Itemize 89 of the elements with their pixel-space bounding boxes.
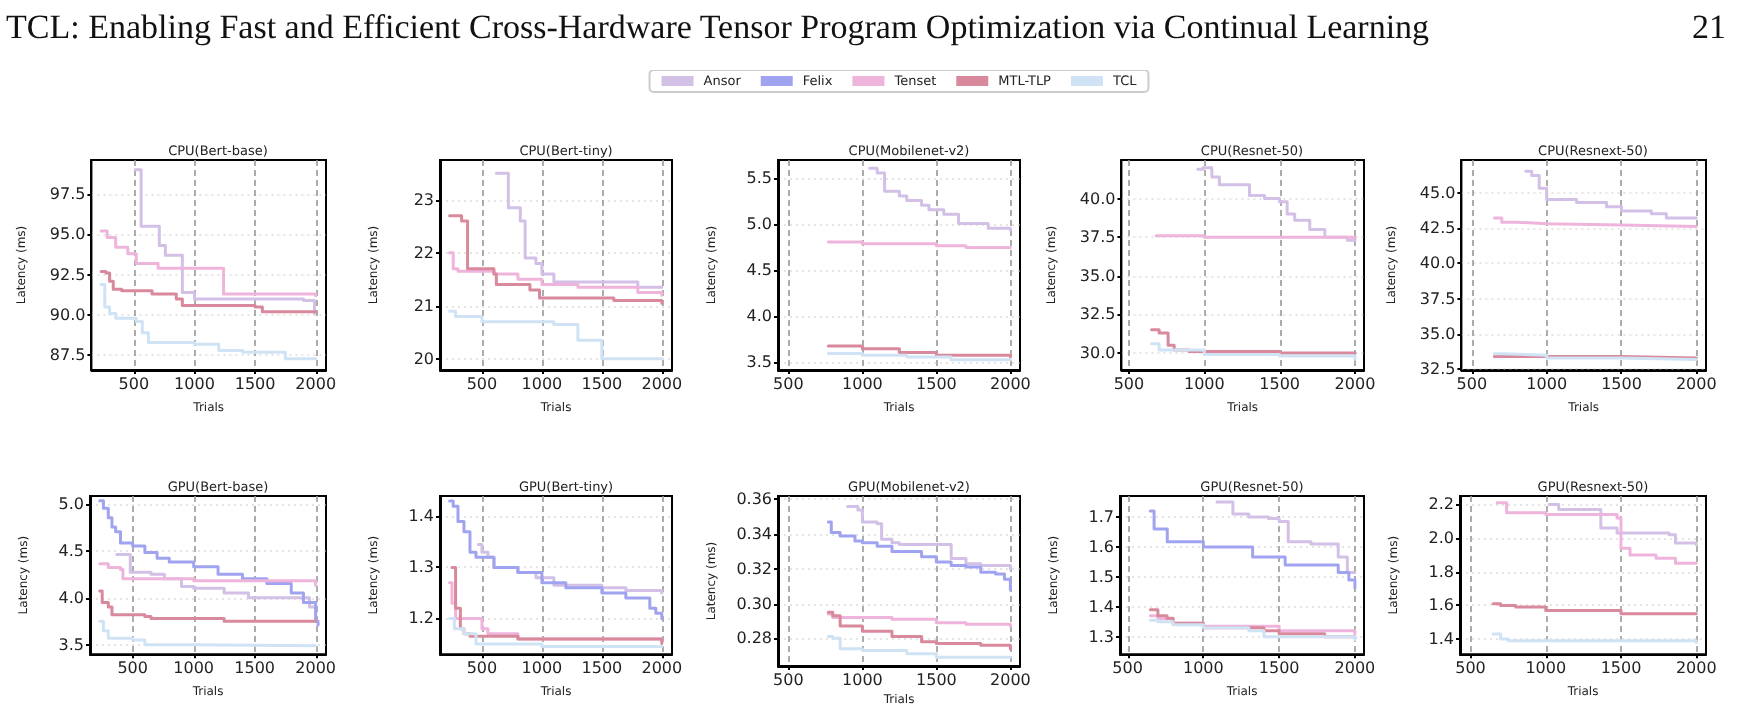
text: TCL: Enabling Fast and Efficient Cross-Hardware Tensor Program Optimization via Continual Learning: [6, 8, 1430, 48]
x-tick-label: 2000: [1675, 659, 1717, 678]
y-tick-label: 1.7: [1088, 507, 1114, 526]
x-tick-label: 1500: [916, 671, 957, 689]
y-tick-label: 90.0: [49, 306, 86, 325]
y-tick-label: 35.0: [1419, 324, 1456, 343]
x-tick-label: 500: [117, 659, 148, 678]
y-tick-label: 40.0: [1079, 189, 1116, 208]
y-tick-label: 4.5: [58, 541, 84, 560]
y-tick-label: 22: [413, 243, 434, 262]
x-tick-label: 500: [1113, 375, 1145, 393]
y-tick-label: 30.0: [1079, 344, 1116, 363]
x-tick-label: 500: [1455, 659, 1486, 678]
y-tick-label: 20: [413, 349, 434, 368]
x-tick-label: 500: [466, 375, 498, 393]
y-tick-label: 37.5: [1419, 289, 1456, 308]
x-tick-label: 1500: [916, 375, 957, 393]
x-tick-label: 2000: [295, 375, 337, 393]
y-tick-label: 0.34: [736, 525, 772, 544]
x-tick-label: 1500: [1600, 659, 1642, 678]
y-tick-label: 35.0: [1079, 266, 1116, 285]
y-tick-label: 1.6: [1428, 596, 1454, 615]
y-tick-label: 42.5: [1419, 218, 1456, 237]
y-tick-label: 37.5: [1079, 228, 1116, 247]
y-tick-label: 5.0: [58, 494, 84, 513]
y-tick-label: 32.5: [1419, 360, 1456, 379]
x-tick-label: 1000: [174, 375, 215, 393]
y-tick-label: 1.3: [408, 558, 434, 577]
x-tick-label: 500: [1456, 375, 1488, 393]
x-tick-label: 500: [1112, 659, 1143, 678]
y-tick-label: 2.0: [1428, 529, 1454, 548]
x-tick-label: 1500: [581, 375, 623, 393]
x-tick-label: 500: [773, 375, 804, 393]
text: 21: [1692, 8, 1726, 48]
y-tick-label: 95.0: [49, 225, 86, 244]
y-tick-label: 40.0: [1419, 254, 1456, 273]
y-tick-label: 5.0: [746, 214, 772, 233]
y-tick-label: 4.0: [58, 588, 84, 607]
y-tick-label: 5.5: [746, 168, 772, 187]
y-tick-label: 0.32: [736, 559, 772, 578]
x-tick-label: 2000: [1334, 659, 1376, 678]
y-tick-label: 1.4: [408, 507, 434, 526]
y-tick-label: 1.4: [1088, 597, 1114, 616]
y-tick-label: 32.5: [1079, 305, 1116, 324]
x-tick-label: 500: [118, 375, 150, 393]
y-tick-label: 4.0: [746, 306, 772, 325]
y-tick-label: 0.36: [736, 490, 772, 509]
y-tick-label: 2.2: [1428, 495, 1454, 514]
x-tick-label: 1000: [842, 375, 883, 393]
y-tick-label: 1.5: [1088, 567, 1114, 586]
x-tick-label: 1500: [581, 659, 623, 678]
y-tick-label: 1.2: [408, 609, 434, 628]
x-tick-label: 1500: [1258, 659, 1300, 678]
y-tick-label: 1.3: [1088, 627, 1114, 646]
x-tick-label: 1000: [1525, 659, 1567, 678]
y-tick-label: 4.5: [746, 260, 772, 279]
x-tick-label: 1500: [1601, 375, 1642, 393]
x-tick-label: 2000: [295, 659, 336, 678]
y-tick-label: 92.5: [49, 265, 86, 284]
y-tick-label: 23: [413, 190, 434, 209]
x-tick-label: 1000: [173, 659, 215, 678]
x-tick-label: 2000: [1334, 375, 1376, 393]
x-tick-label: 2000: [641, 375, 683, 393]
y-tick-label: 1.8: [1428, 562, 1454, 581]
y-tick-label: 1.4: [1428, 630, 1454, 649]
y-tick-label: 3.5: [58, 635, 84, 654]
y-tick-label: 21: [413, 296, 434, 315]
x-tick-label: 1500: [234, 375, 276, 393]
x-tick-label: 1000: [521, 375, 563, 393]
y-tick-label: 45.0: [1419, 183, 1456, 202]
x-tick-label: 1000: [1182, 659, 1224, 678]
x-tick-label: 2000: [1675, 375, 1717, 393]
y-tick-label: 97.5: [49, 184, 86, 203]
x-tick-label: 1000: [842, 671, 883, 689]
x-tick-label: 2000: [990, 375, 1031, 393]
y-tick-label: 3.5: [746, 352, 772, 371]
x-tick-label: 1000: [1183, 375, 1225, 393]
x-tick-label: 500: [773, 671, 804, 689]
x-tick-label: 1500: [1259, 375, 1300, 393]
y-tick-label: 0.28: [736, 629, 772, 648]
y-tick-label: 1.6: [1088, 537, 1114, 556]
x-tick-label: 2000: [641, 659, 683, 678]
y-tick-label: 87.5: [49, 346, 86, 365]
y-tick-label: 0.30: [736, 594, 772, 613]
x-tick-label: 1000: [1526, 375, 1568, 393]
x-tick-label: 1000: [521, 659, 563, 678]
x-tick-label: 2000: [990, 671, 1031, 689]
x-tick-label: 500: [466, 659, 498, 678]
x-tick-label: 1500: [234, 659, 276, 678]
